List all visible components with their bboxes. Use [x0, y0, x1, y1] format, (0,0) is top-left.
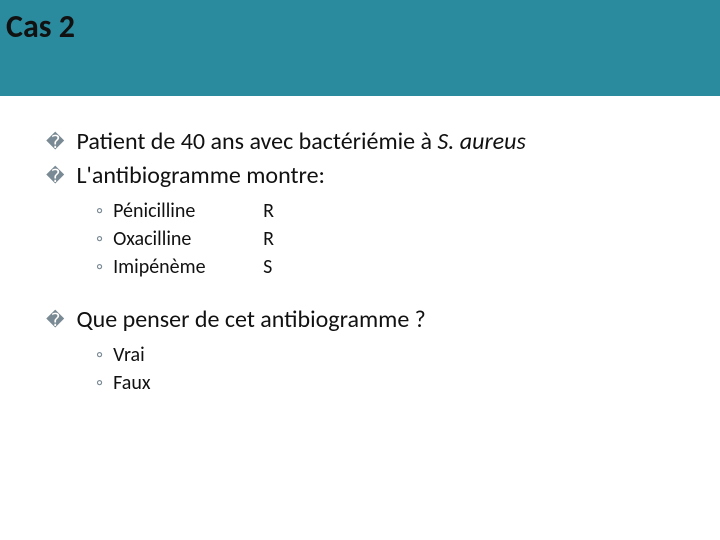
- main-text: Que penser de cet antibiogramme ?: [76, 304, 425, 336]
- bullet-main: � Que penser de cet antibiogramme ?: [46, 304, 690, 336]
- antibiotic-result: R: [263, 226, 274, 252]
- options-list: ◦ Vrai ◦ Faux: [96, 342, 690, 396]
- main-text: L'antibiogramme montre:: [76, 160, 324, 192]
- text-prefix: L'antibiogramme montre:: [76, 161, 324, 190]
- slide-root: { "colors": { "band_bg": "#2a8a9e", "tit…: [0, 0, 720, 540]
- main-bullet-icon: �: [46, 160, 64, 192]
- antibiotic-name: Oxacilline: [113, 226, 263, 252]
- option-row: ◦ Vrai: [96, 342, 690, 368]
- antibiogram-row: ◦ Pénicilline R: [96, 198, 690, 224]
- sub-bullet-icon: ◦: [96, 254, 103, 280]
- option-label: Vrai: [113, 342, 263, 368]
- title-band: Cas 2: [0, 0, 720, 96]
- antibiotic-result: S: [263, 254, 272, 280]
- text-prefix: Patient de 40 ans avec bactériémie à: [76, 127, 437, 156]
- bullet-main: � L'antibiogramme montre:: [46, 160, 690, 192]
- sub-bullet-icon: ◦: [96, 370, 103, 396]
- antibiotic-result: R: [263, 198, 274, 224]
- main-text: Patient de 40 ans avec bactériémie à S. …: [76, 126, 525, 158]
- text-prefix: Que penser de cet antibiogramme ?: [76, 305, 425, 334]
- bullet-main: � Patient de 40 ans avec bactériémie à S…: [46, 126, 690, 158]
- antibiotic-name: Pénicilline: [113, 198, 263, 224]
- antibiogram-row: ◦ Oxacilline R: [96, 226, 690, 252]
- content-area: � Patient de 40 ans avec bactériémie à S…: [0, 96, 720, 396]
- sub-bullet-icon: ◦: [96, 226, 103, 252]
- antibiogram-list: ◦ Pénicilline R ◦ Oxacilline R ◦ Imipénè…: [96, 198, 690, 280]
- antibiogram-row: ◦ Imipénème S: [96, 254, 690, 280]
- main-bullet-icon: �: [46, 126, 64, 158]
- sub-bullet-icon: ◦: [96, 198, 103, 224]
- main-bullet-icon: �: [46, 304, 64, 336]
- option-row: ◦ Faux: [96, 370, 690, 396]
- slide-title: Cas 2: [0, 8, 720, 46]
- option-label: Faux: [113, 370, 263, 396]
- antibiotic-name: Imipénème: [113, 254, 263, 280]
- text-italic: S. aureus: [437, 127, 525, 156]
- sub-bullet-icon: ◦: [96, 342, 103, 368]
